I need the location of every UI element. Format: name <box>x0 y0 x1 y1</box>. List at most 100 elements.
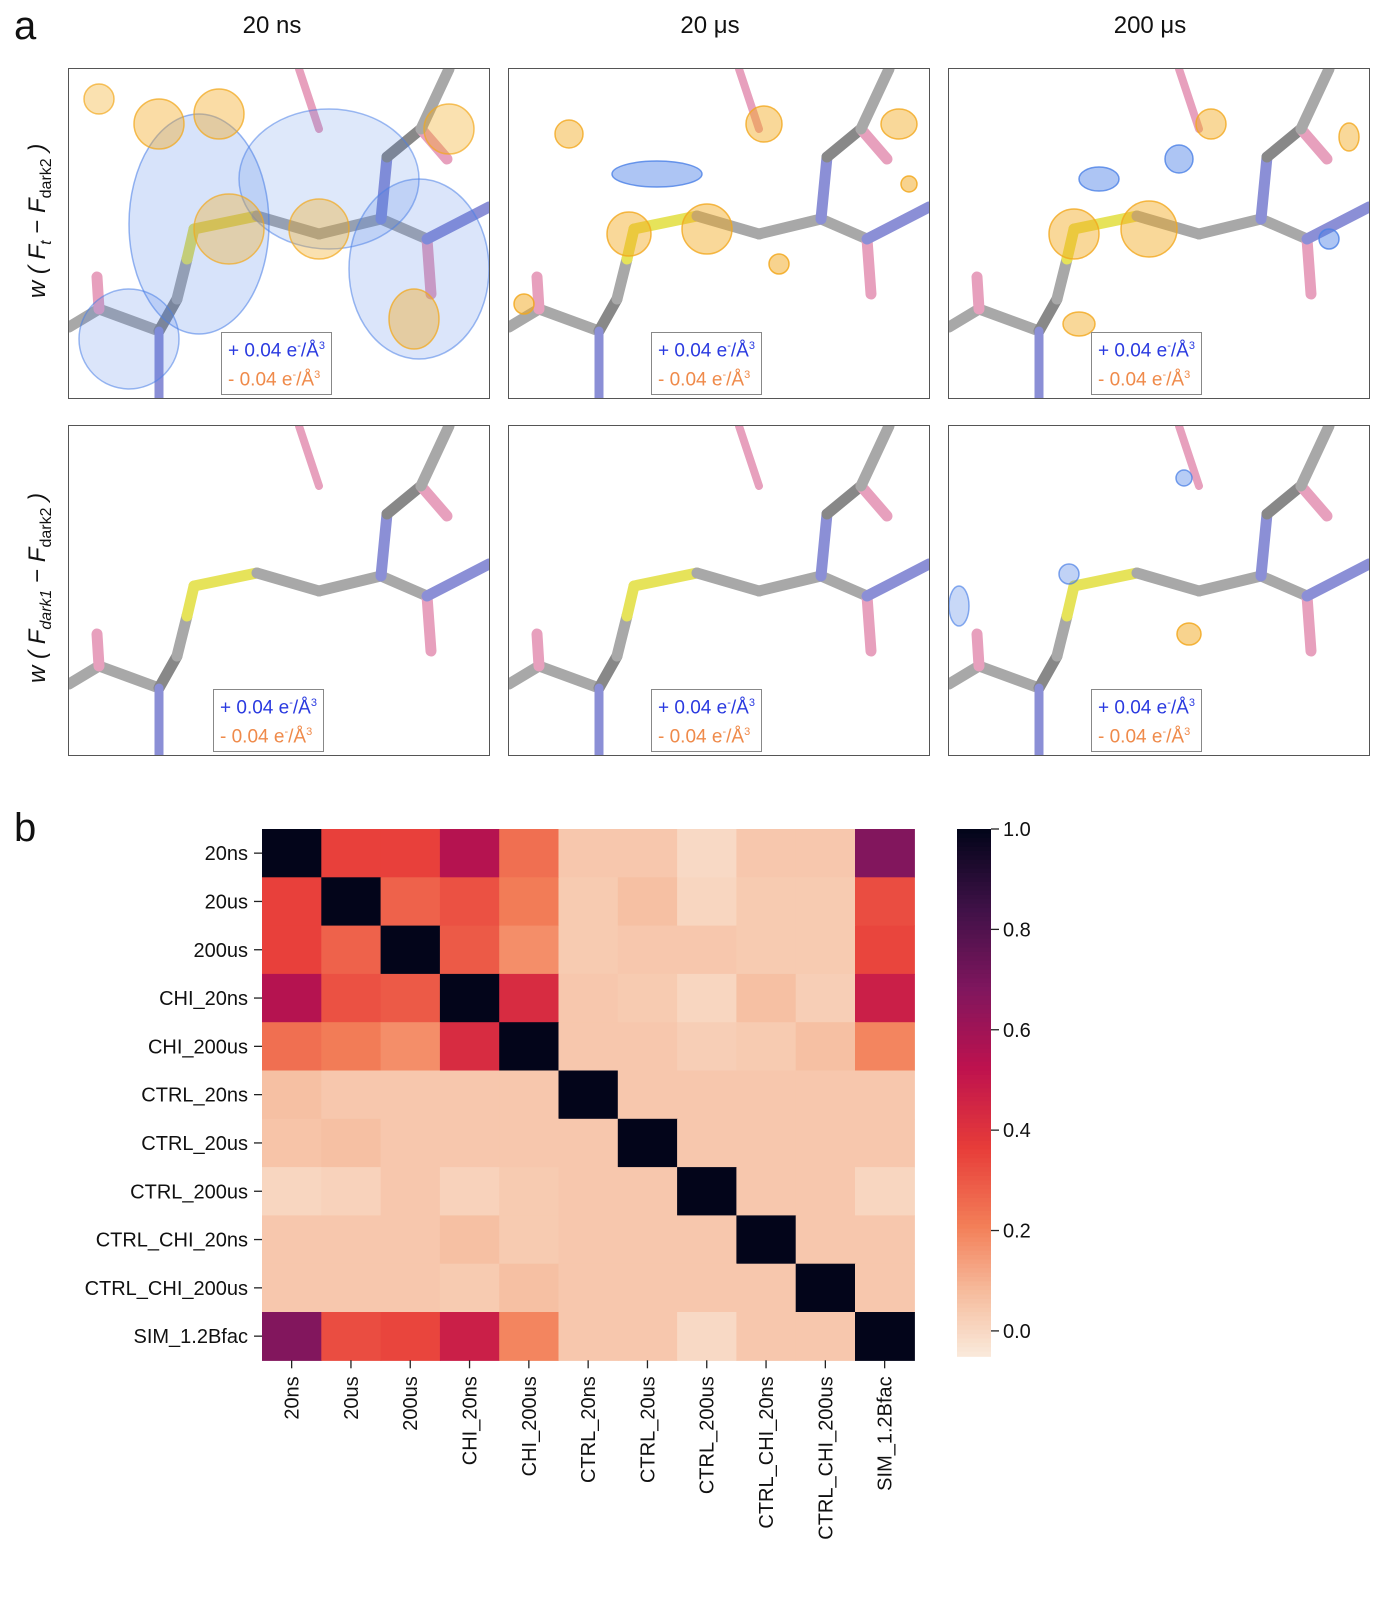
bond-stick <box>1033 293 1063 337</box>
heatmap-cell <box>439 1167 500 1216</box>
colorbar-segment <box>957 1057 991 1063</box>
bond-stick <box>815 151 833 225</box>
density-blob <box>1175 469 1193 487</box>
density-blob <box>949 585 970 627</box>
colorbar-segment <box>957 837 991 843</box>
density-blob <box>611 160 703 188</box>
heatmap-cell <box>617 1118 678 1168</box>
colorbar-segment <box>957 925 991 931</box>
colorbar-segment <box>957 1079 991 1085</box>
bond-stick <box>421 201 489 245</box>
colorbar-segment <box>957 1294 991 1300</box>
heatmap-cell <box>499 1167 560 1216</box>
heatmap-cell <box>617 1022 678 1072</box>
bond-stick <box>415 480 453 522</box>
bond-stick <box>1301 233 1317 300</box>
x-tick-label: CHI_200us <box>519 1376 541 1476</box>
heatmap-cell <box>499 1215 560 1265</box>
heatmap-cell <box>617 973 678 1023</box>
colorbar-segment <box>957 943 991 949</box>
colorbar-segment <box>957 1206 991 1212</box>
heatmap-cell <box>736 1215 797 1265</box>
heatmap-cell <box>677 1263 737 1313</box>
heatmap-cell <box>677 1215 737 1265</box>
bond-stick <box>1131 567 1205 597</box>
bond-stick <box>533 660 605 694</box>
density-blob <box>423 103 475 155</box>
heatmap-cell <box>321 925 382 975</box>
bond-stick <box>1193 570 1267 597</box>
bond-stick <box>753 213 827 240</box>
bond-stick <box>1131 210 1205 240</box>
density-blob <box>193 88 245 140</box>
heatmap-cell <box>617 877 678 927</box>
heatmap-cell <box>617 1312 678 1361</box>
colorbar-segment <box>957 1039 991 1045</box>
colorbar-segment <box>957 1088 991 1094</box>
colorbar-segment <box>957 1017 991 1024</box>
heatmap-cell <box>677 877 737 927</box>
colorbar-segment <box>957 1338 991 1344</box>
bond-stick <box>861 201 929 245</box>
colorbar-segment <box>957 1347 991 1353</box>
colorbar-segment <box>957 1246 991 1252</box>
heatmap-cell <box>439 973 500 1023</box>
colorbar-segment <box>957 1254 991 1261</box>
colorbar-segment <box>957 1070 991 1076</box>
density-blob <box>1164 144 1194 174</box>
bond-stick <box>1295 480 1333 522</box>
bond-stick <box>628 210 703 235</box>
molecule-render <box>69 69 489 398</box>
heatmap-cell <box>677 925 737 975</box>
heatmap-cell <box>439 877 500 927</box>
bond-stick <box>375 213 433 245</box>
bond-stick <box>313 570 387 597</box>
colorbar-segment <box>957 1241 991 1248</box>
y-tick-label: CTRL_200us <box>130 1181 248 1203</box>
bond-stick <box>188 210 263 235</box>
bond-stick <box>628 567 703 592</box>
colorbar-tick-label: 0.2 <box>1003 1221 1031 1243</box>
bond-stick <box>421 233 437 300</box>
colorbar-segment <box>957 1074 991 1081</box>
heatmap-cell <box>677 1022 737 1072</box>
panel-a-letter: a <box>14 4 37 48</box>
density-blob <box>1062 311 1096 337</box>
heatmap-cell <box>736 1022 797 1072</box>
heatmap-cell <box>558 1312 619 1361</box>
colorbar-segment <box>957 868 991 874</box>
x-tick-label: SIM_1.2Bfac <box>875 1376 897 1491</box>
bond-stick <box>815 570 873 602</box>
colorbar-segment <box>957 1136 991 1142</box>
x-tick-label: 20ns <box>282 1376 304 1419</box>
heatmap-cell <box>439 925 500 975</box>
density-blob <box>1176 622 1202 646</box>
heatmap-cell <box>380 877 441 927</box>
heatmap-cell <box>262 1070 322 1120</box>
colorbar-segment <box>957 1083 991 1089</box>
heatmap-cell <box>262 1215 322 1265</box>
heatmap-cell <box>262 877 322 927</box>
colorbar-segment <box>957 890 991 896</box>
bond-stick <box>861 558 929 602</box>
density-blob <box>900 175 918 193</box>
legend-positive: + 0.04 e-/Å3 <box>228 340 325 362</box>
heatmap-cell <box>380 925 441 975</box>
legend-negative: - 0.04 e-/Å3 <box>658 369 751 391</box>
heatmap-cell <box>855 925 915 975</box>
heatmap-cell <box>262 1312 322 1361</box>
bond-stick <box>1295 426 1335 492</box>
heatmap-cell <box>558 1022 619 1072</box>
heatmap-cell <box>262 1118 322 1168</box>
heatmap-cell <box>439 1312 500 1361</box>
heatmap-cell <box>617 925 678 975</box>
heatmap-cell <box>499 1070 560 1120</box>
bond-stick <box>1301 558 1369 602</box>
colorbar-segment <box>957 1281 991 1287</box>
bond-stick <box>251 567 325 597</box>
density-blob <box>1120 200 1178 258</box>
column-header-200us: 200 μs <box>1113 12 1187 39</box>
legend-negative: - 0.04 e-/Å3 <box>228 369 321 391</box>
heatmap-cell <box>558 1070 619 1120</box>
heatmap-cell <box>439 1118 500 1168</box>
